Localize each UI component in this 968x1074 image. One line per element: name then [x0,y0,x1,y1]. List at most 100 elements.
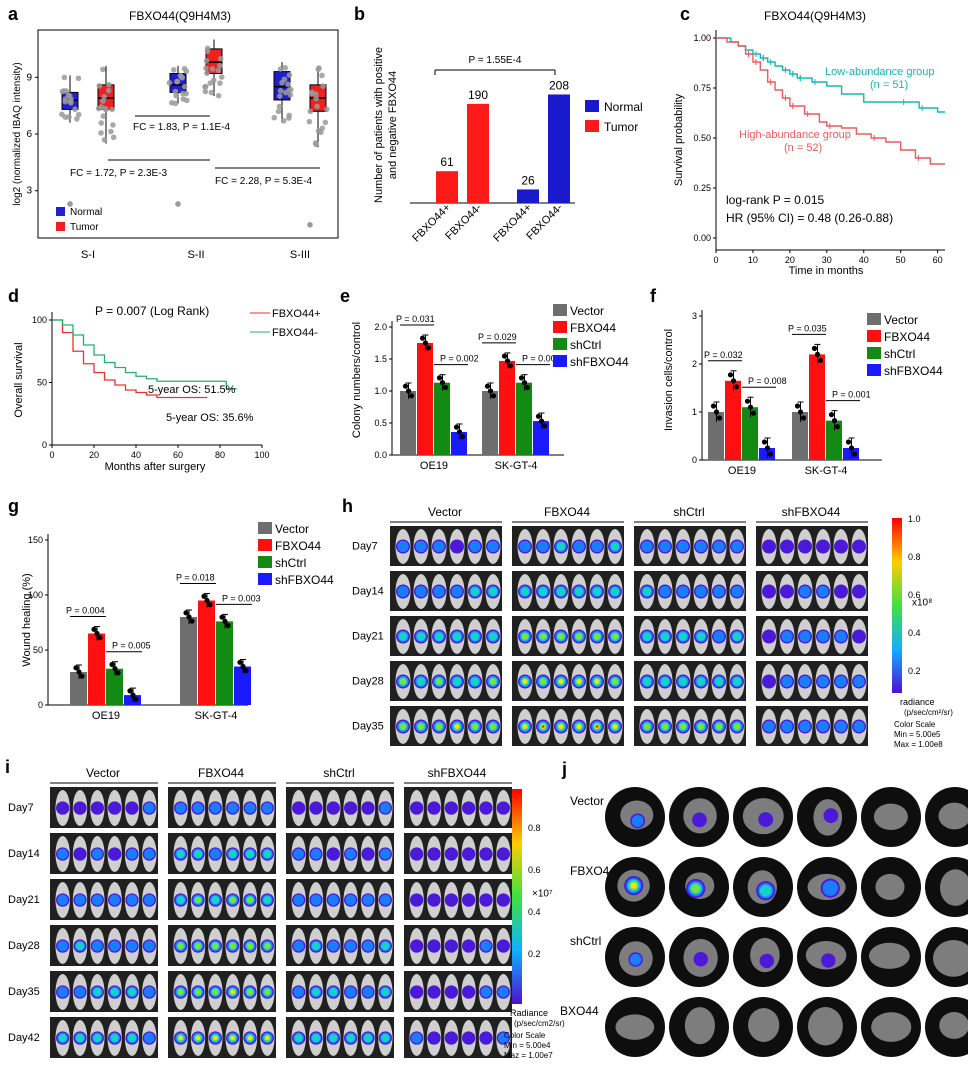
panel-a-point [320,83,326,90]
panel-i-signal [142,893,156,907]
panel-h-signal [414,674,428,689]
panel-h-signal [518,584,532,599]
panel-e-dot [422,340,429,346]
panel-a-point [279,79,285,86]
panel-h-signal [486,719,500,734]
panel-i-signal [427,939,441,953]
panel-c-ylabel: Survival probability [673,93,685,186]
panel-e-legend-swatch-2 [553,338,567,350]
panel-c-xtick-label-5: 50 [896,255,906,265]
panel-j-tissue [615,1014,655,1040]
panel-i-label: i [5,757,10,777]
panel-a-point [218,74,225,80]
panel-c-xtick-label-2: 20 [785,255,795,265]
panel-h-signal [572,719,586,734]
panel-g-dot [243,668,249,674]
panel-i-signal [378,893,393,907]
panel-e-dot [408,393,415,399]
panel-i-signal [56,1031,70,1045]
panel-g-bar-1-1 [198,600,215,705]
panel-f-ytick-label-0: 0 [692,455,697,465]
panel-h-signal [658,584,672,599]
panel-a-point [215,92,222,99]
panel-a-ytick-label-0: 3 [26,186,32,197]
panel-h-signal [780,539,794,554]
panel-f-legend-0: Vector [884,313,918,327]
panel-d-chart: d Overall survival Months after surgery … [8,286,321,473]
panel-i-signal [410,893,424,907]
panel-i-signal [378,985,393,999]
panel-h-signal [396,584,410,599]
panel-i-signal [73,801,87,815]
panel-h-signal [572,584,586,599]
panel-i-signal [142,939,156,953]
panel-e-legend-0: Vector [570,304,604,318]
panel-i-signal [326,847,341,861]
panel-j-tissue [684,1007,716,1045]
panel-b-ylabel-2: and negative FBXO44 [387,71,399,179]
panel-a-outlier [175,201,181,207]
panel-f-pvalue-1-a: P = 0.035 [788,323,827,333]
panel-h-signal [780,719,794,734]
panel-g-legend-swatch-1 [258,539,272,551]
panel-e-legend-swatch-1 [553,321,567,333]
panel-i-signal [309,1031,323,1045]
panel-j-row-3: shFBXO44 [560,1004,599,1018]
panel-a-point [282,89,289,96]
panel-i-signal [444,939,459,953]
panel-h-signal [450,674,464,689]
panel-h-day-4: Day35 [352,721,384,733]
panel-b-legend-tumor-swatch [585,120,599,132]
panel-i-signal [125,801,139,815]
panel-a-point [62,98,68,105]
panel-i-signal [361,893,375,907]
panel-i-signal [208,939,222,953]
panel-h-signal [590,629,604,644]
panel-i-signal [142,847,156,861]
panel-e-chart: e Colony numbers/control 0.0 0.5 1.0 1.5 2.0… [340,286,629,472]
panel-i-signal [56,985,70,999]
panel-j-row-1: FBXO44 [570,864,616,878]
panel-j-label: j [561,759,567,779]
panel-a-ytick-label-1: 6 [26,129,32,140]
panel-j-signal [686,878,706,899]
panel-g-pvalue-0-a: P = 0.004 [66,606,105,616]
panel-g-bar-1-2 [216,621,233,705]
panel-h-signal [762,539,776,554]
panel-c-xtick-label-3: 30 [822,255,832,265]
panel-i-signal [226,1031,240,1045]
panel-h-signal [780,674,794,689]
panel-c-curve-1 [716,37,945,165]
panel-f-legend-swatch-1 [867,330,881,342]
panel-h-signal [468,539,482,554]
panel-j-tissue [938,802,968,830]
panel-g-ylabel: Wound healing (%) [21,573,33,666]
panel-a-outlier [67,201,73,207]
panel-a-point [102,105,108,112]
panel-a-point [68,100,74,106]
panel-i-signal [226,847,240,861]
panel-h-color-scale: Color Scale [894,720,936,729]
panel-h-signal [712,629,726,644]
panel-a-point [319,72,325,79]
panel-a-point [217,55,224,62]
panel-h-signal [798,584,812,599]
panel-d-ytick-label-1: 50 [37,378,47,388]
panel-i-multiplier: ×10⁷ [532,889,553,900]
panel-d-os-pos: 5-year OS: 35.6% [166,412,254,424]
panel-i-signal [479,893,493,907]
panel-j-tissue [871,1012,912,1042]
panel-a-point [204,48,211,55]
panel-a-point [288,86,294,93]
panel-i-signal [444,985,459,999]
panel-f-bar-0-2 [742,407,758,460]
panel-i-min: Min = 5.00e4 [504,1041,551,1050]
panel-i-signal [191,939,205,953]
panel-h-signal [762,584,776,599]
panel-g-legend-swatch-0 [258,522,272,534]
panel-i-signal [479,939,493,953]
panel-h-colorbar-tick-0: 1.0 [908,514,921,524]
panel-i-signal [260,985,275,999]
panel-h-signal [730,719,744,734]
panel-i-signal [142,801,156,815]
